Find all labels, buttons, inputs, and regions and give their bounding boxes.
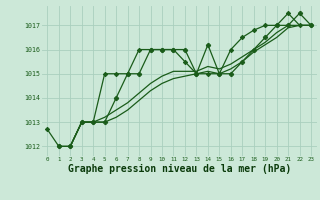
X-axis label: Graphe pression niveau de la mer (hPa): Graphe pression niveau de la mer (hPa) [68,164,291,174]
